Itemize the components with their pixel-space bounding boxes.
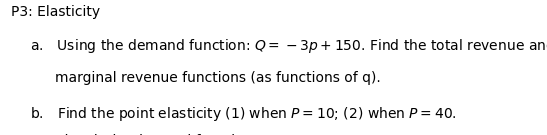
Text: P3: Elasticity: P3: Elasticity [11, 5, 100, 19]
Text: marginal revenue functions (as functions of q).: marginal revenue functions (as functions… [55, 71, 381, 85]
Text: a. Using the demand function: $Q = -3p + 150$. Find the total revenue and: a. Using the demand function: $Q = -3p +… [30, 37, 547, 55]
Text: c. Sketch the demand function.: c. Sketch the demand function. [30, 134, 257, 135]
Text: b. Find the point elasticity (1) when $P = 10$; (2) when $P = 40$.: b. Find the point elasticity (1) when $P… [30, 104, 456, 123]
